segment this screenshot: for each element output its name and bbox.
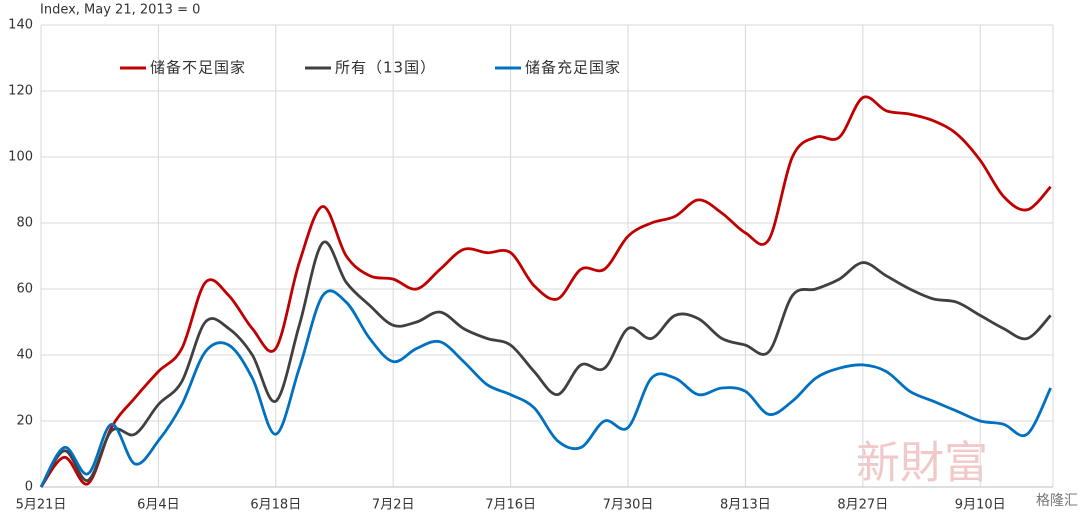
line [39,95,1052,488]
x-tick-label: 5月21日 [16,498,67,513]
x-tick-label: 7月30日 [603,498,654,513]
x-tick-label: 8月13日 [720,498,771,513]
line [39,240,1052,488]
x-tick-label: 7月2日 [372,498,415,513]
y-tick-label: 80 [16,216,33,231]
x-tick-label: 9月10日 [955,498,1006,513]
y-tick-label: 40 [16,348,33,363]
y-tick-label: 140 [8,18,33,33]
y-tick-label: 0 [25,480,33,495]
legend: 储备不足国家 所有（13国） 储备充足国家 [120,59,621,77]
legend-label: 储备不足国家 [150,59,246,77]
watermark: 新財富 [856,438,988,489]
legend-label: 储备充足国家 [525,59,621,77]
y-tick-label: 60 [16,282,33,297]
y-tick-label: 20 [16,414,33,429]
legend-label: 所有（13国） [335,59,436,77]
x-tick-label: 7月16日 [485,498,536,513]
y-axis-label: Index, May 21, 2013 = 0 [40,3,200,18]
x-tick-label: 6月18日 [250,498,301,513]
x-tick-label: 6月4日 [137,498,180,513]
brand: 格隆汇 [1036,493,1078,509]
y-tick-label: 120 [8,84,33,99]
y-tick-label: 100 [8,150,33,165]
x-tick-label: 8月27日 [837,498,888,513]
line [39,289,1052,488]
